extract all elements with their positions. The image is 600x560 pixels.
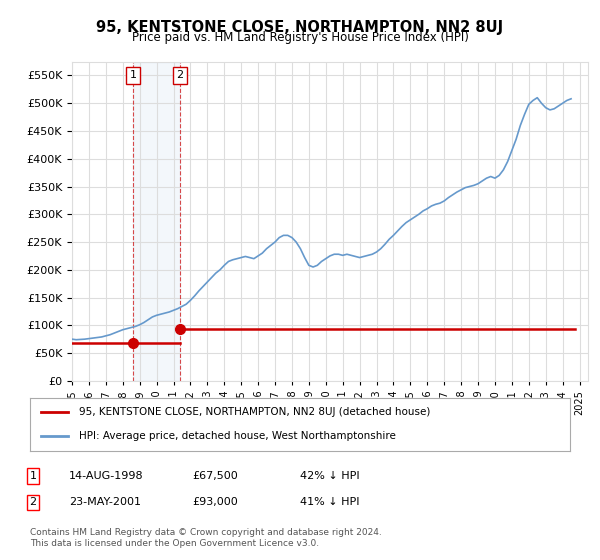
Text: 14-AUG-1998: 14-AUG-1998: [69, 471, 143, 481]
Text: Contains HM Land Registry data © Crown copyright and database right 2024.
This d: Contains HM Land Registry data © Crown c…: [30, 528, 382, 548]
Text: 1: 1: [130, 71, 137, 81]
Text: 95, KENTSTONE CLOSE, NORTHAMPTON, NN2 8UJ (detached house): 95, KENTSTONE CLOSE, NORTHAMPTON, NN2 8U…: [79, 408, 430, 418]
Text: 42% ↓ HPI: 42% ↓ HPI: [300, 471, 359, 481]
Bar: [133, 62, 180, 381]
Text: Price paid vs. HM Land Registry's House Price Index (HPI): Price paid vs. HM Land Registry's House …: [131, 31, 469, 44]
Text: 1: 1: [29, 471, 37, 481]
Text: 41% ↓ HPI: 41% ↓ HPI: [300, 497, 359, 507]
Text: 95, KENTSTONE CLOSE, NORTHAMPTON, NN2 8UJ: 95, KENTSTONE CLOSE, NORTHAMPTON, NN2 8U…: [97, 20, 503, 35]
Text: HPI: Average price, detached house, West Northamptonshire: HPI: Average price, detached house, West…: [79, 431, 395, 441]
Text: £93,000: £93,000: [192, 497, 238, 507]
Text: 2: 2: [176, 71, 184, 81]
Text: 2: 2: [29, 497, 37, 507]
Text: 23-MAY-2001: 23-MAY-2001: [69, 497, 141, 507]
Text: £67,500: £67,500: [192, 471, 238, 481]
